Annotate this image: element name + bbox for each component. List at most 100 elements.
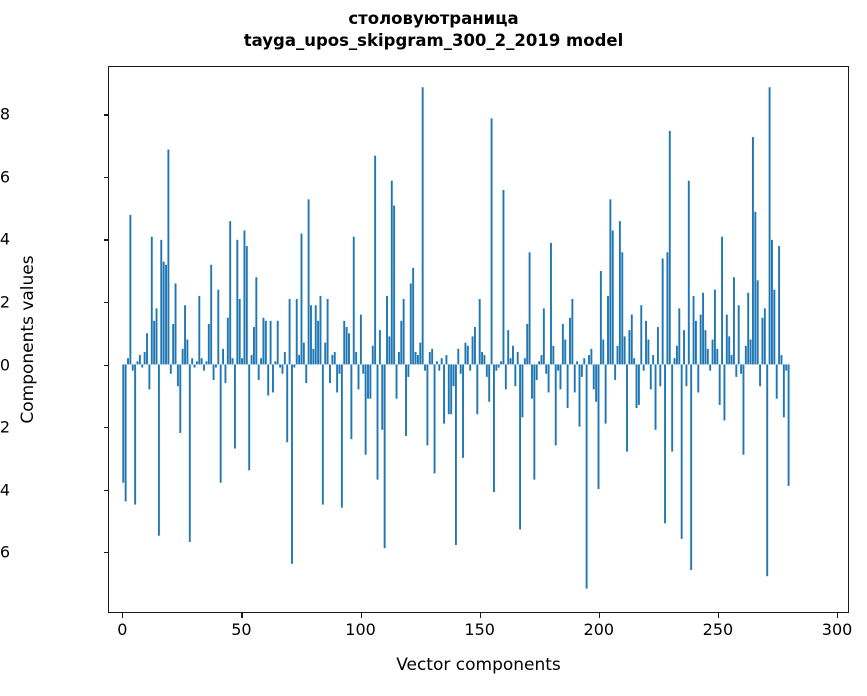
bar <box>580 364 583 377</box>
bar <box>618 221 621 365</box>
bar <box>440 358 443 365</box>
bar <box>516 351 519 365</box>
x-tick-mark <box>717 613 720 618</box>
y-tick-label: −0.4 <box>0 480 10 500</box>
bar <box>283 351 286 365</box>
bar <box>414 351 417 365</box>
bar <box>369 364 372 399</box>
bar <box>236 239 239 365</box>
bar <box>735 364 738 377</box>
bar <box>483 355 486 365</box>
bar <box>454 364 457 546</box>
bar <box>241 358 244 365</box>
y-tick-label: −0.2 <box>0 417 10 437</box>
bar <box>212 364 215 380</box>
bar <box>393 205 396 365</box>
bar <box>507 330 510 365</box>
bar <box>298 355 301 365</box>
bar <box>728 336 731 365</box>
y-tick-mark <box>103 301 108 304</box>
bar <box>243 230 246 365</box>
bar <box>732 277 735 365</box>
bar <box>526 323 529 365</box>
bar <box>778 246 781 365</box>
y-tick-mark <box>103 114 108 116</box>
bar <box>512 345 514 365</box>
bar <box>405 364 407 437</box>
bar <box>153 320 156 365</box>
bar <box>350 364 353 440</box>
bar <box>134 364 137 505</box>
bar <box>238 299 241 365</box>
bar <box>457 348 460 365</box>
bar <box>706 348 709 365</box>
bar <box>310 305 312 365</box>
bar <box>740 364 743 374</box>
bar <box>744 345 747 365</box>
bar <box>607 295 609 365</box>
x-tick-label: 100 <box>345 620 376 639</box>
bar <box>279 364 282 368</box>
bar <box>286 364 289 443</box>
bar <box>664 364 666 524</box>
bar <box>233 364 236 449</box>
bar <box>443 364 446 424</box>
bar <box>535 364 538 380</box>
bar <box>697 364 700 393</box>
bar <box>131 364 134 371</box>
bar <box>169 364 172 374</box>
bar <box>383 364 386 549</box>
bar <box>704 330 707 365</box>
y-tick-label: 0.4 <box>0 229 10 249</box>
bar <box>381 364 384 430</box>
chart-title-line-1: столовуютраница <box>348 9 519 28</box>
bar <box>426 364 429 446</box>
bar <box>554 364 557 446</box>
bar <box>343 320 346 365</box>
bar <box>293 364 296 368</box>
bar <box>248 364 251 471</box>
bar <box>671 364 674 452</box>
bar <box>357 364 360 390</box>
bar <box>611 230 614 365</box>
bar <box>302 342 305 365</box>
bar <box>561 323 564 365</box>
bar <box>609 199 612 365</box>
bar <box>231 358 234 365</box>
bar <box>219 364 222 483</box>
bar <box>471 336 474 365</box>
bar <box>288 299 291 365</box>
x-tick-label: 150 <box>464 620 495 639</box>
bar <box>200 358 203 365</box>
bar <box>229 221 232 365</box>
bar <box>129 214 132 365</box>
bar <box>222 348 225 365</box>
bar <box>245 246 248 365</box>
bar <box>495 364 498 371</box>
bar <box>157 364 160 536</box>
bar <box>545 364 548 374</box>
bar <box>685 364 688 387</box>
bar <box>319 295 322 365</box>
bar <box>497 364 500 368</box>
bar <box>305 364 308 384</box>
bar <box>191 358 194 365</box>
bar <box>188 364 191 542</box>
bar <box>314 305 317 365</box>
x-tick-label: 200 <box>583 620 615 639</box>
bar <box>321 364 324 505</box>
bar <box>702 292 705 365</box>
bar <box>652 355 655 365</box>
bar <box>141 364 144 368</box>
bar <box>176 364 179 387</box>
bar <box>421 87 424 365</box>
bar <box>226 317 229 365</box>
bar <box>447 364 450 415</box>
bar <box>317 320 320 365</box>
bar <box>179 364 182 433</box>
bar <box>492 364 495 493</box>
bar <box>557 364 560 371</box>
bar <box>523 358 526 365</box>
bar <box>203 364 206 371</box>
